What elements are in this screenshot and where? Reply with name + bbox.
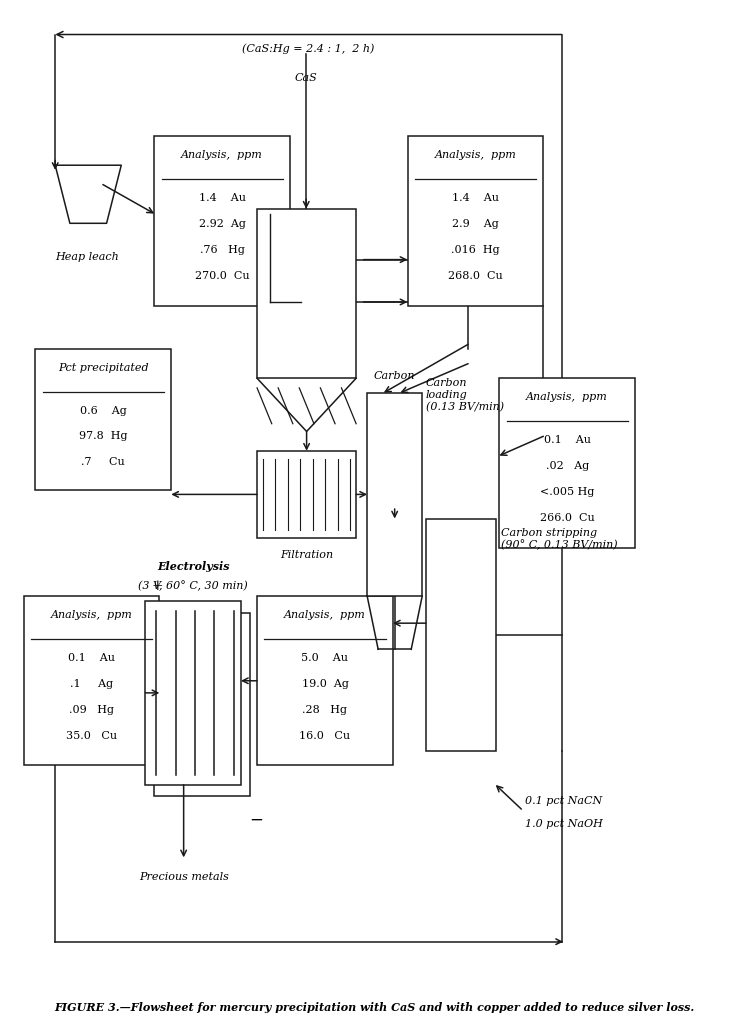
Bar [257,596,392,765]
Bar [154,136,290,306]
Text: 0.1 pct NaCN: 0.1 pct NaCN [525,796,602,806]
Text: .1     Ag: .1 Ag [70,679,113,689]
Text: Analysis,  ppm: Analysis, ppm [527,391,608,402]
Text: 2.92  Ag: 2.92 Ag [198,219,246,230]
Text: Carbon stripping
(90° C, 0.13 BV/min): Carbon stripping (90° C, 0.13 BV/min) [502,528,618,551]
Text: 16.0   Cu: 16.0 Cu [300,731,351,742]
Text: 1.4    Au: 1.4 Au [198,194,246,203]
Text: Precious metals: Precious metals [139,872,228,882]
Bar [154,613,249,796]
Bar [257,451,357,538]
Bar [145,600,241,785]
Text: Carbon: Carbon [374,371,416,381]
Text: 0.1    Au: 0.1 Au [544,436,591,445]
Text: .016  Hg: .016 Hg [451,245,500,255]
Text: Filtration: Filtration [280,550,333,559]
Bar [257,209,357,378]
Text: 5.0    Au: 5.0 Au [301,653,348,663]
Text: (CaS:Hg = 2.4 : 1,  2 h): (CaS:Hg = 2.4 : 1, 2 h) [242,43,374,55]
Text: 35.0   Cu: 35.0 Cu [66,731,117,742]
Text: Analysis,  ppm: Analysis, ppm [284,610,366,620]
Bar [367,392,422,596]
Text: Analysis,  ppm: Analysis, ppm [51,610,133,620]
Bar [407,136,543,306]
Bar [426,519,496,751]
Text: .09   Hg: .09 Hg [69,706,114,715]
Text: Analysis,  ppm: Analysis, ppm [434,149,516,160]
Text: (3 V, 60° C, 30 min): (3 V, 60° C, 30 min) [139,581,248,591]
Text: .7     Cu: .7 Cu [82,456,125,467]
Bar [35,349,172,489]
Text: Carbon
loading
(0.13 BV/min): Carbon loading (0.13 BV/min) [426,378,504,412]
Text: FIGURE 3.—Flowsheet for mercury precipitation with CaS and with copper added to : FIGURE 3.—Flowsheet for mercury precipit… [55,1002,694,1012]
Text: 1.4    Au: 1.4 Au [452,194,499,203]
Text: 2.9    Ag: 2.9 Ag [452,219,499,230]
Text: .76   Hg: .76 Hg [200,245,245,255]
Bar [500,378,635,548]
Text: Pct precipitated: Pct precipitated [58,363,148,373]
Text: Analysis,  ppm: Analysis, ppm [181,149,263,160]
Text: CaS: CaS [295,73,318,83]
Text: .28   Hg: .28 Hg [303,706,348,715]
Polygon shape [55,165,121,224]
Text: 19.0  Ag: 19.0 Ag [302,679,348,689]
Text: 270.0  Cu: 270.0 Cu [195,271,249,281]
Text: 268.0  Cu: 268.0 Cu [448,271,503,281]
Text: 97.8  Hg: 97.8 Hg [79,432,127,442]
Bar [24,596,160,765]
Text: 1.0 pct NaOH: 1.0 pct NaOH [525,819,603,828]
Text: Electrolysis: Electrolysis [157,561,229,572]
Text: 0.1    Au: 0.1 Au [68,653,115,663]
Text: 266.0  Cu: 266.0 Cu [540,513,595,523]
Text: −: − [249,812,264,829]
Text: 0.6    Ag: 0.6 Ag [80,406,127,416]
Text: Heap leach: Heap leach [55,252,118,263]
Text: +: + [151,579,163,593]
Text: <.005 Hg: <.005 Hg [540,487,595,497]
Text: .02   Ag: .02 Ag [545,461,589,472]
